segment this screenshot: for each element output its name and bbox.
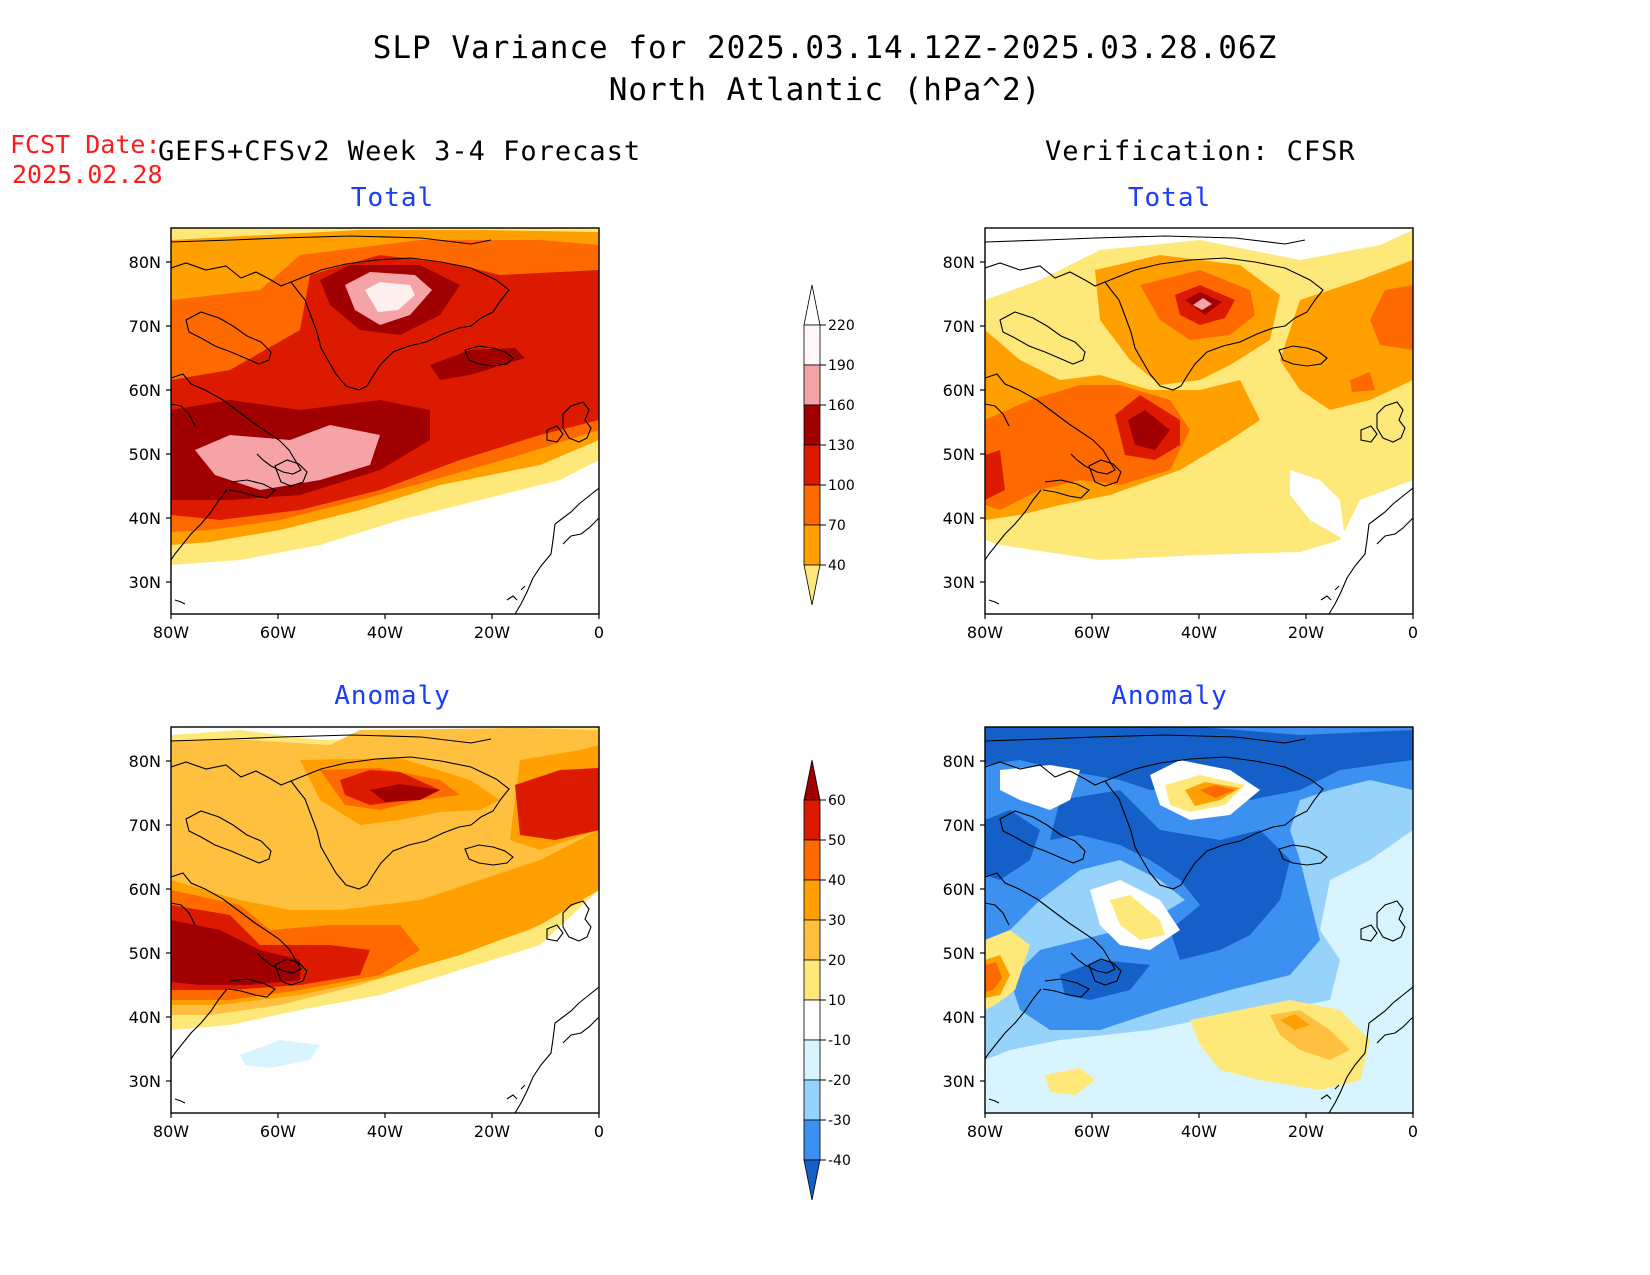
lon-tick-label: 20W [474,1122,510,1141]
colorbar-swatch [803,1159,821,1201]
colorbar-label: 50 [828,833,846,849]
lon-tick-label: 40W [1181,1122,1217,1141]
colorbar-label: 160 [828,398,855,414]
lon-tick-label: 0 [594,1122,604,1141]
map-verification-anomaly [985,727,1413,1113]
colorbar-label: -20 [828,1073,851,1089]
colorbar-swatch [803,1039,821,1081]
forecast-header: GEFS+CFSv2 Week 3-4 Forecast [158,136,642,167]
main-subtitle: North Atlantic (hPa^2) [608,72,1042,108]
colorbar-label: 30 [828,913,846,929]
colorbar-swatch [803,364,821,406]
lon-tick-label: 80W [967,1122,1003,1141]
fcst-date-label: FCST Date: [10,130,161,159]
colorbar-swatch [803,879,821,921]
colorbar-label: 220 [828,318,855,334]
lat-tick-label: 40N [129,1008,161,1027]
colorbar-label: 40 [828,558,846,574]
lon-tick-label: 0 [1408,1122,1418,1141]
lat-tick-label: 80N [129,752,161,771]
map-forecast-total [171,228,599,614]
lat-tick-label: 30N [943,1072,975,1091]
lon-tick-label: 0 [594,623,604,642]
lon-tick-label: 40W [367,623,403,642]
lon-tick-label: 20W [1288,1122,1324,1141]
colorbar-label: 10 [828,993,846,1009]
colorbar-swatch [803,759,821,801]
lon-tick-label: 80W [153,623,189,642]
lat-tick-label: 30N [129,1072,161,1091]
lat-tick-label: 50N [943,944,975,963]
colorbar-swatch [803,999,821,1041]
main-title: SLP Variance for 2025.03.14.12Z-2025.03.… [372,30,1278,66]
lat-tick-label: 60N [943,880,975,899]
colorbar-swatch [803,484,821,526]
colorbar-swatch [803,564,821,606]
lat-tick-label: 30N [129,573,161,592]
colorbar-swatch [803,444,821,486]
colorbar-swatch [803,919,821,961]
lat-tick-label: 80N [129,253,161,272]
colorbar-swatch [803,324,821,366]
lat-tick-label: 60N [129,381,161,400]
lat-tick-label: 50N [943,445,975,464]
lat-tick-label: 70N [943,317,975,336]
lat-tick-label: 70N [129,317,161,336]
lon-tick-label: 20W [474,623,510,642]
colorbar-swatch [803,524,821,566]
panel-title-forecast-anomaly: Anomaly [334,681,451,711]
colorbar-label: 40 [828,873,846,889]
colorbar-swatch [803,404,821,446]
colorbar-label: -40 [828,1153,851,1169]
lon-tick-label: 20W [1288,623,1324,642]
lat-tick-label: 40N [129,509,161,528]
colorbar-label: 20 [828,953,846,969]
colorbar-swatch [803,1119,821,1161]
lon-tick-label: 60W [1074,1122,1110,1141]
lon-tick-label: 60W [260,1122,296,1141]
colorbar-label: 190 [828,358,855,374]
lat-tick-label: 40N [943,509,975,528]
colorbar-label: 100 [828,478,855,494]
lat-tick-label: 50N [129,944,161,963]
lat-tick-label: 80N [943,253,975,272]
lat-tick-label: 60N [943,381,975,400]
colorbar-label: -10 [828,1033,851,1049]
lon-tick-label: 0 [1408,623,1418,642]
map-axes: 80N 70N 60N 50N 40N 30N 80W 60W 40W 20W 0 80N 70N 60N… [129,253,1418,1141]
colorbar-label: 60 [828,793,846,809]
lon-tick-label: 60W [1074,623,1110,642]
lat-tick-label: 30N [943,573,975,592]
colorbar-label: -30 [828,1113,851,1129]
lon-tick-label: 80W [153,1122,189,1141]
colorbar-swatch [803,284,821,326]
colorbar-swatch [803,959,821,1001]
lat-tick-label: 80N [943,752,975,771]
colorbar-label: 130 [828,438,855,454]
verification-header: Verification: CFSR [1045,136,1356,167]
panel-title-verification-anomaly: Anomaly [1111,681,1228,711]
colorbar-label: 70 [828,518,846,534]
lat-tick-label: 70N [943,816,975,835]
colorbar-anomaly: 60 50 40 30 20 10 -10 -20 -30 -40 [803,759,851,1201]
colorbar-swatch [803,839,821,881]
panel-title-verification-total: Total [1127,183,1212,213]
lat-tick-label: 50N [129,445,161,464]
map-forecast-anomaly [171,727,599,1113]
lat-tick-label: 60N [129,880,161,899]
panel-title-forecast-total: Total [350,183,435,213]
map-verification-total [985,228,1413,614]
fcst-date-value: 2025.02.28 [12,160,163,189]
lon-tick-label: 80W [967,623,1003,642]
lon-tick-label: 40W [1181,623,1217,642]
colorbar-swatch [803,799,821,841]
lon-tick-label: 40W [367,1122,403,1141]
lat-tick-label: 70N [129,816,161,835]
colorbar-total: 220 190 160 130 100 70 40 [803,284,855,606]
lon-tick-label: 60W [260,623,296,642]
colorbar-swatch [803,1079,821,1121]
lat-tick-label: 40N [943,1008,975,1027]
